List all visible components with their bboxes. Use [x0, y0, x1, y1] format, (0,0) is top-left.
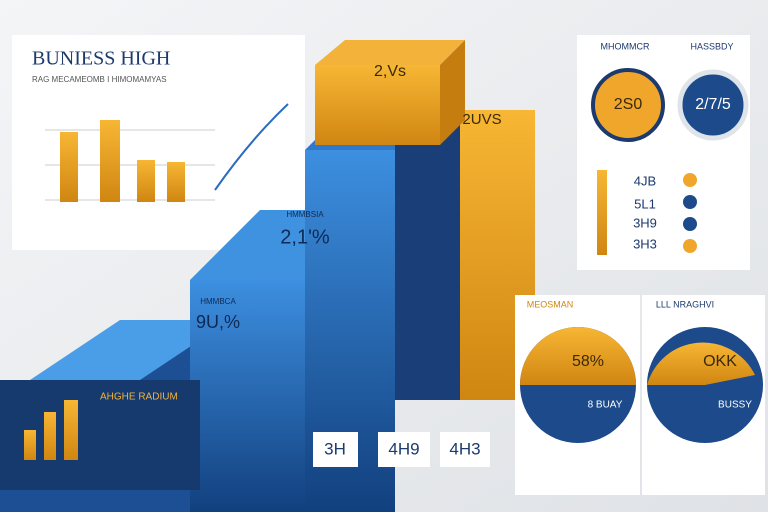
pie-label: 2S0	[614, 96, 643, 113]
pie-label: OKK	[703, 353, 737, 370]
step-value: 2,1'%	[280, 226, 330, 248]
row-label: 3H3	[633, 236, 657, 251]
row-dots	[683, 173, 697, 253]
pie-caption: 8 BUAY	[588, 400, 623, 411]
pie	[677, 69, 749, 141]
title: BUNIESS HIGH	[32, 48, 170, 70]
label: 4H9	[388, 439, 419, 458]
pie-label: 58%	[572, 353, 604, 370]
row-label: 4JB	[634, 173, 656, 188]
step-label: 2UVS	[462, 111, 501, 128]
label: 3H	[324, 439, 346, 458]
step-caption: HMMBSIA	[286, 210, 324, 219]
pie-caption: BUSSY	[718, 400, 752, 411]
panel-title: MEOSMAN	[527, 299, 574, 309]
step-caption: HMMBCA	[200, 297, 236, 306]
row-label: 5L1	[634, 196, 656, 211]
label-box	[378, 432, 430, 467]
label: 4H3	[449, 439, 480, 458]
decor-bars	[24, 400, 78, 460]
pie	[591, 68, 665, 142]
step-value: 9U,%	[196, 312, 240, 332]
label-box	[440, 432, 490, 467]
pie	[520, 327, 763, 443]
subtitle: RAG MECAMEOMB I HIMOMAMYAS	[32, 75, 167, 84]
panel-title: AHGHE RADIUM	[100, 392, 178, 403]
pie-label: 2/7/5	[695, 96, 731, 113]
decor-bars	[45, 103, 289, 202]
staircase	[0, 40, 535, 512]
panel-title: MHOMMCR	[601, 41, 650, 51]
label-box	[313, 432, 358, 467]
decor-bar	[597, 170, 607, 255]
panel-title: HASSBDY	[690, 41, 733, 51]
row-label: 3H9	[633, 215, 657, 230]
panel-title: LLL NRAGHVI	[656, 299, 714, 309]
step-label: 2,Vs	[374, 63, 406, 80]
